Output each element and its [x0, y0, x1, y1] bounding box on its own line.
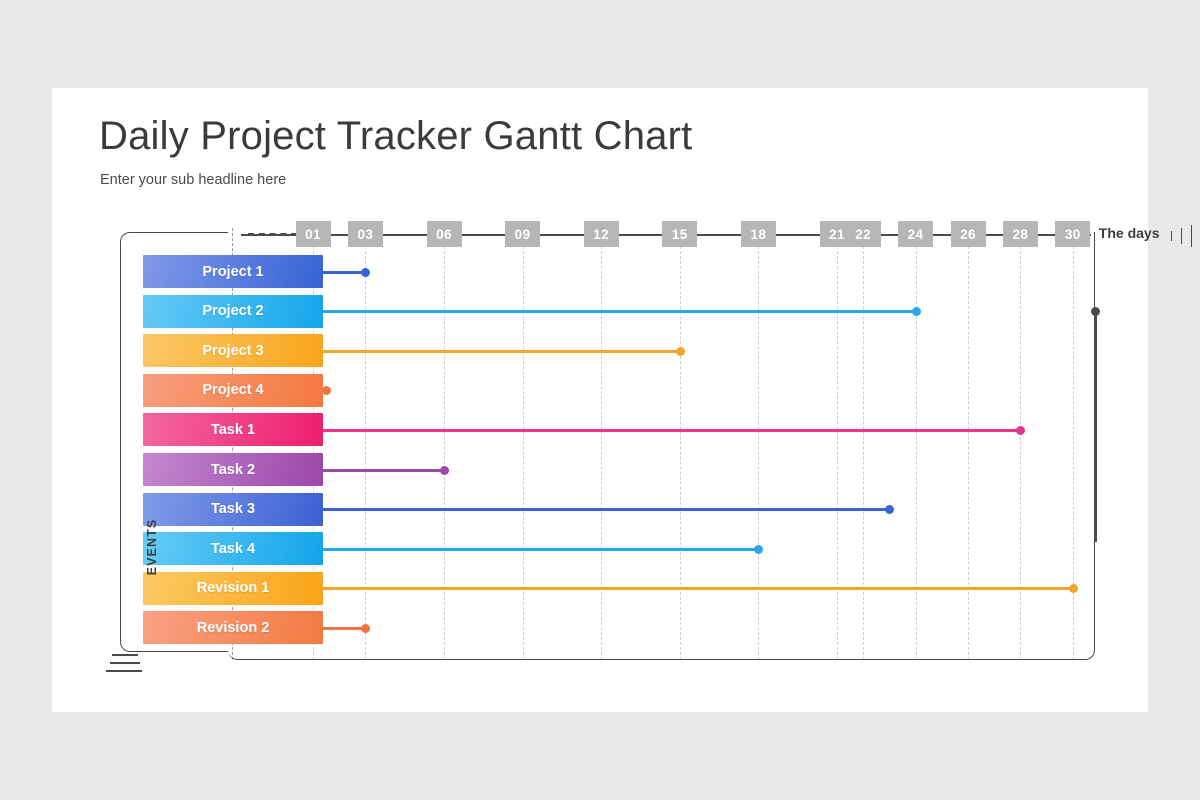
- task-label-bar[interactable]: Task 2: [143, 453, 323, 486]
- gridline: [444, 236, 445, 660]
- day-chip: 26: [950, 221, 986, 247]
- gridline: [758, 236, 760, 660]
- events-tick: [110, 662, 140, 664]
- task-label-bar[interactable]: Revision 1: [143, 571, 323, 605]
- task-row: Task 3: [52, 492, 1148, 533]
- gridline: [365, 236, 367, 660]
- events-axis-label: EVENTS: [145, 518, 159, 576]
- task-row: Project 1: [52, 255, 1148, 295]
- gridline: [837, 236, 838, 660]
- days-tick: [1190, 225, 1193, 247]
- task-row: Revision 1: [52, 571, 1148, 612]
- task-row: Revision 2: [52, 611, 1148, 651]
- day-chip: 09: [505, 221, 541, 247]
- days-tick: [1180, 228, 1183, 244]
- task-label-bar[interactable]: Revision 2: [143, 611, 323, 645]
- task-duration-line: [323, 468, 444, 472]
- gridline: [1072, 236, 1074, 660]
- gridline: [679, 236, 681, 660]
- chart-area: 01 03 06 09 12 15 18 21 22 24 26 28 30 The days Proj…: [52, 88, 1193, 712]
- day-chip: 12: [583, 221, 619, 247]
- day-chip: 18: [740, 221, 776, 247]
- page-title: Daily Project Tracker Gantt Chart: [99, 114, 693, 158]
- slide-card: Daily Project Tracker Gantt Chart Enter …: [52, 88, 1193, 712]
- task-duration-line: [323, 428, 1021, 432]
- events-tick: [106, 670, 142, 672]
- day-chip: 01: [295, 221, 331, 247]
- days-caption: The days: [1098, 225, 1160, 241]
- task-label-bar[interactable]: Task 1: [143, 413, 323, 447]
- gridline: [313, 236, 314, 660]
- task-end-dot[interactable]: [1016, 425, 1026, 435]
- timeline-pin-line: [1095, 314, 1097, 542]
- gridline: [968, 236, 969, 660]
- day-chip: 28: [1002, 221, 1038, 247]
- timeline-pin-dot: [1091, 307, 1100, 316]
- task-row: Project 3: [52, 334, 1148, 374]
- gridline: [863, 236, 865, 660]
- task-label-bar[interactable]: Task 3: [143, 492, 323, 526]
- task-end-dot[interactable]: [361, 623, 371, 633]
- day-chip: 06: [426, 221, 462, 247]
- task-row: Task 4: [52, 532, 1148, 572]
- task-end-dot[interactable]: [754, 544, 764, 554]
- task-label-bar[interactable]: Project 1: [143, 255, 323, 288]
- page-subtitle: Enter your sub headline here: [100, 172, 287, 188]
- task-duration-line: [323, 310, 916, 314]
- day-chip: 30: [1055, 221, 1091, 247]
- right-bracket: [228, 232, 1095, 660]
- gridline: [522, 236, 524, 660]
- task-label-bar[interactable]: Task 4: [143, 532, 323, 566]
- gridline: [601, 236, 603, 660]
- task-label-bar[interactable]: Project 4: [143, 373, 323, 407]
- task-end-dot[interactable]: [885, 505, 895, 515]
- day-chip: 22: [845, 221, 881, 247]
- task-end-dot[interactable]: [322, 386, 332, 396]
- task-duration-line: [323, 626, 366, 630]
- task-row: Task 1: [52, 413, 1148, 453]
- task-row: Project 4: [52, 373, 1148, 414]
- left-bracket: [120, 232, 228, 652]
- gridline: [1020, 236, 1022, 660]
- task-duration-line: [323, 270, 366, 274]
- task-label-bar[interactable]: Project 3: [143, 334, 323, 368]
- task-end-dot[interactable]: [911, 307, 921, 317]
- task-row: Task 2: [52, 453, 1148, 493]
- task-duration-line: [323, 349, 680, 353]
- task-end-dot[interactable]: [1068, 584, 1078, 594]
- axis-lead-dash: [248, 233, 308, 235]
- gridline: [915, 236, 917, 660]
- task-duration-line: [323, 508, 890, 512]
- task-duration-line: [323, 547, 759, 551]
- events-tick: [112, 654, 138, 656]
- task-end-dot[interactable]: [361, 267, 371, 277]
- task-end-dot[interactable]: [440, 465, 449, 475]
- task-end-dot[interactable]: [675, 346, 685, 356]
- task-label-bar[interactable]: Project 2: [143, 294, 323, 328]
- day-chip: 24: [898, 221, 934, 247]
- day-chip: 03: [347, 221, 383, 247]
- days-tick: [1170, 231, 1173, 241]
- task-row: Project 2: [52, 294, 1148, 335]
- task-duration-line: [323, 587, 1073, 591]
- day-chip: 15: [662, 221, 698, 247]
